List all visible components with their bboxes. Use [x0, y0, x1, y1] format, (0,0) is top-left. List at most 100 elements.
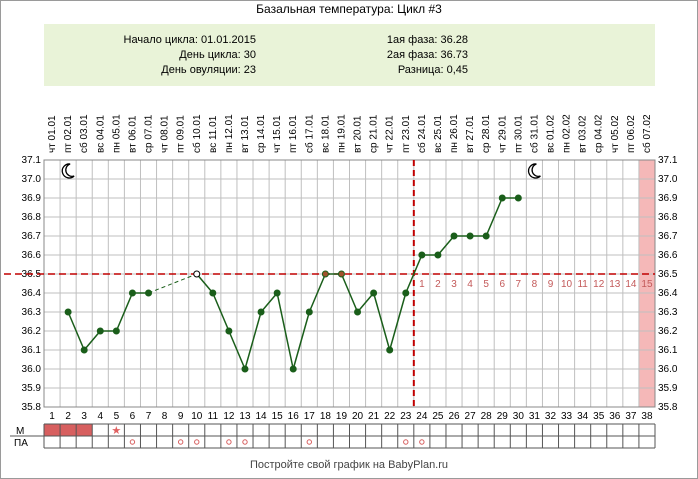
- pa-mark: [177, 439, 184, 445]
- day-number: 5: [114, 411, 120, 422]
- date-label: сб 03.01: [78, 114, 90, 153]
- series-segment: [356, 292, 375, 313]
- menstruation-cell: [76, 424, 93, 436]
- day-number: 3: [81, 411, 87, 422]
- day-number: 26: [448, 411, 460, 422]
- data-point: [193, 270, 201, 278]
- data-point: [466, 232, 474, 240]
- date-label: вс 04.01: [95, 115, 106, 153]
- data-point: [402, 289, 410, 297]
- date-label: сб 31.01: [528, 114, 540, 153]
- day-number: 22: [384, 411, 396, 422]
- date-label: чт 29.01: [497, 115, 508, 153]
- series-segment: [437, 235, 455, 256]
- footer-link[interactable]: Постройте свой график на BabyPlan.ru: [249, 459, 449, 471]
- series-segment: [276, 292, 294, 370]
- data-point: [354, 308, 362, 316]
- data-point: [145, 289, 153, 297]
- row-label-pa: ПА: [14, 438, 28, 449]
- date-label: вс 18.01: [320, 115, 331, 153]
- y-tick-right: 36.4: [658, 288, 678, 299]
- data-point: [209, 289, 217, 297]
- y-tick-right: 36.8: [658, 212, 678, 223]
- series-segment: [196, 273, 214, 294]
- luteal-day-label: 6: [499, 279, 505, 290]
- pa-mark: [194, 439, 200, 445]
- data-point: [305, 308, 313, 316]
- date-label: пт 09.01: [176, 115, 187, 153]
- y-tick-left: 36.0: [22, 364, 42, 375]
- y-tick-right: 35.8: [658, 402, 678, 413]
- y-tick-right: 37.1: [658, 155, 678, 166]
- star-icon: ★: [111, 425, 121, 437]
- date-label: чт 01.01: [47, 115, 58, 153]
- day-number: 11: [208, 411, 219, 422]
- y-tick-right: 36.1: [658, 345, 678, 356]
- plot-border: [43, 159, 656, 408]
- data-point: [418, 251, 426, 259]
- date-label: чт 08.01: [160, 115, 171, 153]
- day-number: 36: [609, 411, 621, 422]
- date-label: вс 11.01: [208, 115, 219, 153]
- y-tick-right: 36.6: [658, 250, 678, 261]
- cycle-start-text: Начало цикла: 01.01.2015: [123, 34, 256, 46]
- y-tick-left: 35.8: [22, 402, 42, 413]
- day-number: 35: [593, 411, 605, 422]
- date-label: вс 01.02: [545, 115, 556, 153]
- day-number: 30: [513, 411, 525, 422]
- day-number: 4: [97, 411, 103, 422]
- series-segment: [83, 330, 101, 351]
- pa-mark: [419, 439, 425, 445]
- day-number: 38: [641, 411, 653, 422]
- luteal-day-label: 13: [609, 279, 621, 290]
- day-number: 1: [49, 411, 55, 422]
- date-label: ср 28.01: [481, 114, 492, 153]
- day-number: 17: [304, 411, 316, 422]
- day-number: 2: [65, 411, 71, 422]
- y-tick-right: 36.7: [658, 231, 678, 242]
- pa-mark: [306, 439, 313, 445]
- data-point: [273, 289, 281, 297]
- day-number: 33: [561, 411, 573, 422]
- luteal-day-label: 9: [548, 279, 554, 290]
- moon-icon: [61, 163, 75, 179]
- date-label: сб 10.01: [191, 114, 203, 153]
- day-number: 10: [191, 411, 203, 422]
- row-label-m: М: [16, 426, 24, 437]
- series-segment: [485, 197, 503, 237]
- data-point: [241, 365, 249, 373]
- y-tick-left: 37.0: [22, 174, 42, 185]
- day-number: 24: [416, 411, 428, 422]
- data-point: [450, 232, 458, 240]
- day-number: 27: [465, 411, 477, 422]
- y-tick-left: 36.6: [22, 250, 42, 261]
- data-point: [386, 346, 394, 354]
- date-label: пт 30.01: [513, 115, 524, 153]
- pa-mark: [226, 439, 232, 445]
- data-point: [321, 270, 329, 278]
- day-number: 32: [545, 411, 557, 422]
- date-label: пн 05.01: [111, 114, 122, 153]
- pa-mark: [403, 439, 409, 445]
- data-point: [257, 308, 265, 316]
- day-number: 21: [368, 411, 380, 422]
- pa-mark: [242, 439, 248, 445]
- data-point: [289, 365, 297, 373]
- luteal-day-label: 4: [467, 279, 473, 290]
- date-label: ср 07.01: [144, 114, 155, 153]
- y-tick-right: 36.3: [658, 307, 678, 318]
- date-label: чт 22.01: [385, 115, 396, 153]
- date-label: ср 04.02: [594, 114, 605, 153]
- difference-text: Разница: 0,45: [397, 64, 468, 76]
- series-segment: [212, 292, 230, 332]
- phase2-text: 2ая фаза: 36.73: [386, 49, 468, 61]
- day-number: 28: [481, 411, 493, 422]
- series-segment: [67, 311, 85, 351]
- day-number: 19: [336, 411, 348, 422]
- cycle-day-text: День цикла: 30: [179, 49, 256, 61]
- date-label: ср 14.01: [256, 114, 267, 153]
- last-day-highlight: [638, 160, 655, 407]
- date-label: пн 02.02: [562, 114, 573, 153]
- y-tick-right: 35.9: [658, 383, 678, 394]
- data-point: [434, 251, 442, 259]
